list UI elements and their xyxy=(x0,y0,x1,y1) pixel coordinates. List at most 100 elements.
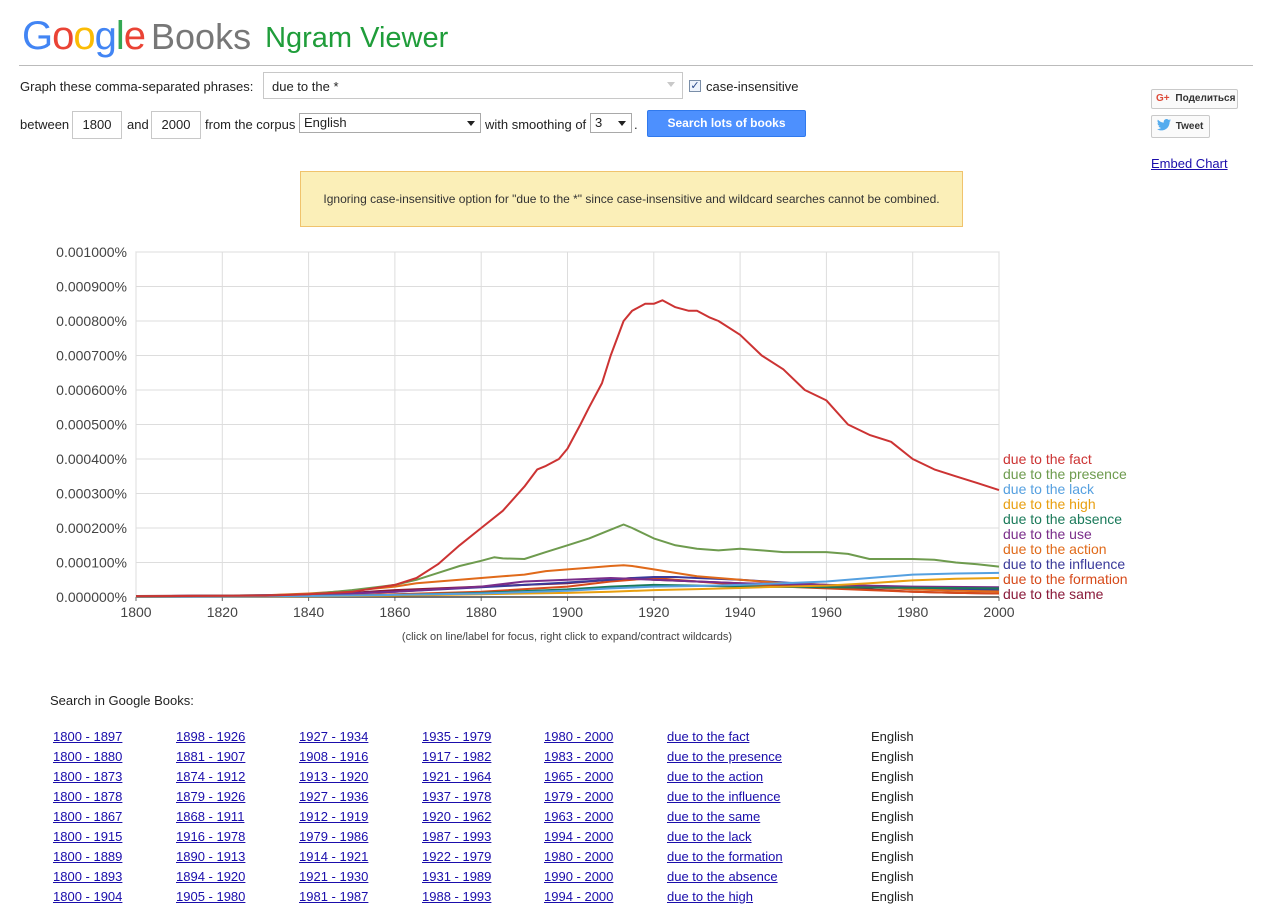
series-label-due-to-the-absence[interactable]: due to the absence xyxy=(1003,511,1122,527)
y-tick-label: 0.000200% xyxy=(56,520,127,536)
year-range-link[interactable]: 1800 - 1893 xyxy=(53,869,123,884)
series-label-due-to-the-fact[interactable]: due to the fact xyxy=(1003,451,1092,467)
year-range-link[interactable]: 1879 - 1926 xyxy=(176,789,246,804)
phrase-dropdown-arrow-icon[interactable] xyxy=(667,82,675,87)
year-range-link[interactable]: 1800 - 1873 xyxy=(53,769,123,784)
gplus-share-label: Поделиться xyxy=(1175,93,1236,104)
series-label-due-to-the-use[interactable]: due to the use xyxy=(1003,526,1092,542)
year-range-link[interactable]: 1965 - 2000 xyxy=(544,769,614,784)
search-lots-of-books-button[interactable]: Search lots of books xyxy=(647,110,806,137)
x-tick-label: 2000 xyxy=(983,604,1014,620)
year-range-link[interactable]: 1921 - 1930 xyxy=(299,869,369,884)
corpus-cell: English xyxy=(871,869,914,884)
year-range-link[interactable]: 1868 - 1911 xyxy=(176,809,245,824)
year-range-link[interactable]: 1800 - 1880 xyxy=(53,749,123,764)
year-range-link[interactable]: 1800 - 1867 xyxy=(53,809,123,824)
year-range-link[interactable]: 1874 - 1912 xyxy=(176,769,246,784)
logo-letter: l xyxy=(115,14,125,58)
gplus-share-button[interactable]: G+ Поделиться xyxy=(1151,89,1238,109)
case-insensitive-checkbox[interactable]: ✓ xyxy=(689,80,701,92)
series-label-due-to-the-same[interactable]: due to the same xyxy=(1003,586,1104,602)
corpus-cell: English xyxy=(871,849,914,864)
year-range-link[interactable]: 1990 - 2000 xyxy=(544,869,614,884)
google-books-logo[interactable]: Google Books Ngram Viewer xyxy=(22,14,448,58)
series-label-due-to-the-formation[interactable]: due to the formation xyxy=(1003,571,1128,587)
year-range-link[interactable]: 1800 - 1897 xyxy=(53,729,123,744)
phrase-link[interactable]: due to the lack xyxy=(667,829,752,844)
year-range-link[interactable]: 1921 - 1964 xyxy=(422,769,492,784)
y-axis-tick-labels: 0.000000% 0.000100% 0.000200% 0.000300% 0.00… xyxy=(56,244,127,605)
year-range-link[interactable]: 1912 - 1919 xyxy=(299,809,369,824)
corpus-cell: English xyxy=(871,809,914,824)
logo-google: Google xyxy=(22,14,146,58)
phrase-link[interactable]: due to the fact xyxy=(667,729,750,744)
year-range-link[interactable]: 1937 - 1978 xyxy=(422,789,492,804)
smoothing-select[interactable]: 3 xyxy=(590,113,632,133)
year-range-link[interactable]: 1800 - 1889 xyxy=(53,849,123,864)
phrase-input[interactable]: due to the * xyxy=(263,72,683,99)
corpus-select[interactable]: English xyxy=(299,113,481,133)
x-axis-tick-labels: 1800 1820 1840 1860 1880 1900 1920 1940 1960 1980… xyxy=(120,604,1014,620)
series-label-due-to-the-action[interactable]: due to the action xyxy=(1003,541,1107,557)
series-label-due-to-the-presence[interactable]: due to the presence xyxy=(1003,466,1127,482)
chevron-down-icon xyxy=(618,121,626,126)
corpus-label: from the corpus xyxy=(205,117,296,132)
year-range-link[interactable]: 1908 - 1916 xyxy=(299,749,369,764)
year-range-link[interactable]: 1931 - 1989 xyxy=(422,869,492,884)
y-tick-label: 0.000900% xyxy=(56,279,127,295)
year-range-link[interactable]: 1922 - 1979 xyxy=(422,849,492,864)
series-label-due-to-the-influence[interactable]: due to the influence xyxy=(1003,556,1125,572)
phrase-link[interactable]: due to the formation xyxy=(667,849,783,864)
year-range-link[interactable]: 1894 - 1920 xyxy=(176,869,246,884)
year-range-link[interactable]: 1927 - 1934 xyxy=(299,729,369,744)
year-range-link[interactable]: 1979 - 1986 xyxy=(299,829,369,844)
twitter-bird-icon xyxy=(1157,119,1171,131)
phrase-link[interactable]: due to the influence xyxy=(667,789,781,804)
year-range-link[interactable]: 1983 - 2000 xyxy=(544,749,614,764)
year-range-link[interactable]: 1890 - 1913 xyxy=(176,849,246,864)
year-range-link[interactable]: 1994 - 2000 xyxy=(544,829,614,844)
year-range-link[interactable]: 1980 - 2000 xyxy=(544,849,614,864)
year-range-link[interactable]: 1881 - 1907 xyxy=(176,749,246,764)
x-tick-label: 1900 xyxy=(552,604,583,620)
series-line-due-to-the-presence[interactable] xyxy=(135,523,1000,598)
year-range-link[interactable]: 1800 - 1915 xyxy=(53,829,123,844)
year-range-link[interactable]: 1980 - 2000 xyxy=(544,729,614,744)
series-line-due-to-the-lack[interactable] xyxy=(135,571,1000,598)
year-range-link[interactable]: 1917 - 1982 xyxy=(422,749,492,764)
year-range-link[interactable]: 1927 - 1936 xyxy=(299,789,369,804)
series-label-due-to-the-lack[interactable]: due to the lack xyxy=(1003,481,1095,497)
year-range-link[interactable]: 1913 - 1920 xyxy=(299,769,369,784)
start-year-input[interactable]: 1800 xyxy=(72,111,122,139)
x-tick-label: 1800 xyxy=(120,604,151,620)
year-range-link[interactable]: 1914 - 1921 xyxy=(299,849,369,864)
chevron-down-icon xyxy=(467,121,475,126)
chart-hint: (click on line/label for focus, right cl… xyxy=(401,631,733,643)
year-range-link[interactable]: 1898 - 1926 xyxy=(176,729,246,744)
year-range-link[interactable]: 1800 - 1878 xyxy=(53,789,123,804)
corpus-cell: English xyxy=(871,829,914,844)
year-range-link[interactable]: 1920 - 1962 xyxy=(422,809,492,824)
year-range-link[interactable]: 1963 - 2000 xyxy=(544,809,614,824)
phrase-link[interactable]: due to the absence xyxy=(667,869,778,884)
phrase-link[interactable]: due to the presence xyxy=(667,749,782,764)
tweet-button[interactable]: Tweet xyxy=(1151,115,1210,138)
year-range-link[interactable]: 1987 - 1993 xyxy=(422,829,492,844)
logo-letter: G xyxy=(22,14,53,58)
year-range-link[interactable]: 1935 - 1979 xyxy=(422,729,492,744)
series-line-due-to-the-fact[interactable] xyxy=(135,299,1000,598)
year-range-link[interactable]: 1916 - 1978 xyxy=(176,829,246,844)
embed-chart-link[interactable]: Embed Chart xyxy=(1151,156,1228,171)
year-range-link[interactable]: 1979 - 2000 xyxy=(544,789,614,804)
phrase-link[interactable]: due to the same xyxy=(667,809,761,824)
series-label-due-to-the-high[interactable]: due to the high xyxy=(1003,496,1096,512)
corpus-select-value: English xyxy=(304,115,347,130)
phrase-link[interactable]: due to the action xyxy=(667,769,764,784)
case-insensitive-warning: Ignoring case-insensitive option for "du… xyxy=(300,171,963,227)
y-tick-label: 0.000700% xyxy=(56,348,127,364)
y-tick-label: 0.000600% xyxy=(56,382,127,398)
end-year-input[interactable]: 2000 xyxy=(151,111,201,139)
and-label: and xyxy=(127,117,149,132)
